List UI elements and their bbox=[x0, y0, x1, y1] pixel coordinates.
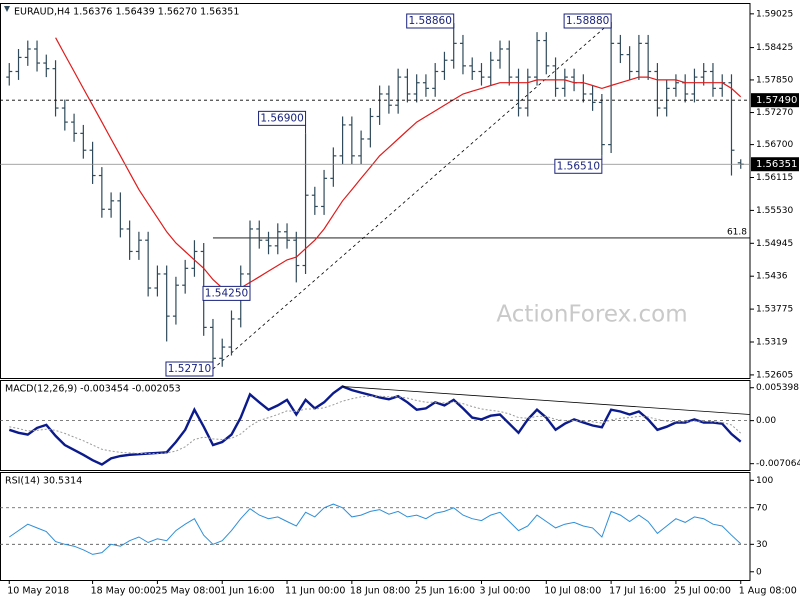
y-tick-label: -0.007064 bbox=[756, 459, 800, 469]
y-tick-label: 1.55530 bbox=[756, 206, 793, 216]
y-tick-label: 0 bbox=[756, 567, 762, 577]
panel-title: RSI(14) 30.5314 bbox=[5, 476, 82, 487]
y-tick-label: 1.56700 bbox=[756, 140, 793, 150]
annotation-box bbox=[202, 285, 251, 301]
moving-average bbox=[55, 37, 742, 292]
y-tick-label: 0.00 bbox=[756, 416, 776, 426]
y-tick-label: 1.5436 bbox=[756, 272, 788, 282]
panel-title: EURAUD,H4 1.56376 1.56439 1.56270 1.5635… bbox=[14, 7, 239, 18]
price-panel-frame bbox=[0, 3, 751, 379]
y-tick-label: 1.5319 bbox=[756, 338, 788, 348]
x-tick-label: 10 May 2018 bbox=[7, 586, 69, 597]
y-tick-label: 100 bbox=[756, 476, 773, 486]
y-tick-label: 1.53775 bbox=[756, 305, 793, 315]
x-tick-label: 25 Jul 00:00 bbox=[674, 586, 731, 597]
annotation-box bbox=[406, 13, 455, 29]
annotation-box bbox=[165, 361, 214, 377]
annotation-box bbox=[258, 110, 307, 126]
price-label: 1.56351 bbox=[756, 159, 797, 170]
x-tick-label: 25 May 08:00 bbox=[155, 586, 220, 597]
fib-label: 61.8 bbox=[727, 227, 747, 237]
annotation-box bbox=[554, 158, 603, 174]
y-tick-label: 1.56115 bbox=[756, 173, 793, 183]
y-tick-label: 1.54945 bbox=[756, 239, 793, 249]
series-line bbox=[8, 385, 742, 466]
x-tick-label: 25 Jun 16:00 bbox=[415, 586, 475, 597]
x-tick-label: 3 Jul 00:00 bbox=[479, 586, 530, 597]
x-tick-label: 1 Jun 16:00 bbox=[220, 586, 274, 597]
y-tick-label: 1.57270 bbox=[756, 108, 793, 118]
price-label-box bbox=[751, 157, 799, 172]
price-label: 1.57490 bbox=[756, 95, 797, 106]
y-tick-label: 70 bbox=[756, 503, 768, 513]
trendline bbox=[342, 386, 751, 415]
macd-panel-frame bbox=[0, 380, 751, 471]
y-tick-label: 1.59025 bbox=[756, 9, 793, 19]
x-tick-label: 11 Jun 00:00 bbox=[285, 586, 345, 597]
x-tick-label: 1 Aug 08:00 bbox=[739, 586, 797, 597]
panel-title: MACD(12,26,9) -0.003454 -0.002053 bbox=[5, 384, 181, 395]
series-line bbox=[9, 503, 742, 555]
annotation-label: 1.52710 bbox=[168, 363, 211, 375]
y-tick-label: 0.005398 bbox=[756, 383, 799, 393]
y-tick-label: 1.58425 bbox=[756, 43, 793, 53]
annotation-label: 1.56510 bbox=[557, 160, 600, 172]
y-tick-label: 1.52605 bbox=[756, 370, 793, 380]
annotation-label: 1.58880 bbox=[566, 15, 609, 27]
annotation-label: 1.58860 bbox=[408, 15, 451, 27]
x-tick-label: 10 Jul 08:00 bbox=[544, 586, 601, 597]
x-tick-label: 17 Jul 16:00 bbox=[609, 586, 666, 597]
annotation-label: 1.56900 bbox=[260, 112, 303, 124]
y-tick-label: 30 bbox=[756, 540, 768, 550]
annotation-label: 1.54250 bbox=[205, 287, 248, 299]
watermark: ActionForex.com bbox=[496, 302, 687, 328]
x-tick-label: 18 May 00:00 bbox=[91, 586, 156, 597]
rsi-panel-frame bbox=[0, 472, 751, 581]
price-label-box bbox=[751, 93, 799, 108]
title-icon bbox=[4, 6, 10, 12]
y-tick-label: 1.57850 bbox=[756, 75, 793, 85]
annotation-box bbox=[563, 13, 612, 29]
x-tick-label: 18 Jun 08:00 bbox=[350, 586, 410, 597]
